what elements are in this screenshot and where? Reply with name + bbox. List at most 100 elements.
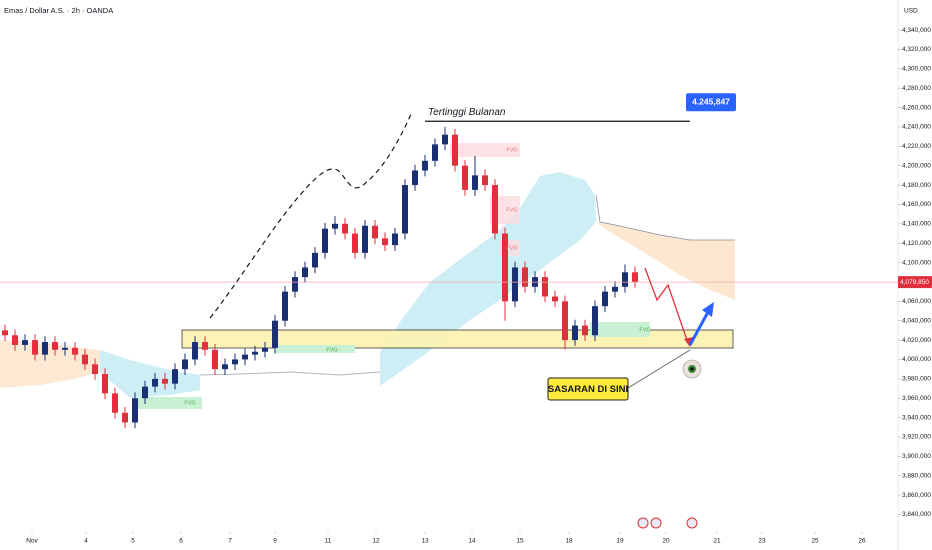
candle-body	[72, 347, 78, 355]
target-label: SASARAN DI SINI	[548, 384, 628, 395]
candle-body	[602, 291, 608, 307]
x-tick-label: 6	[179, 538, 183, 545]
candle-body	[572, 325, 578, 341]
y-tick-label: 4,240,000	[902, 124, 931, 131]
candle-body	[502, 233, 508, 302]
y-tick-label: 3,900,000	[902, 453, 931, 460]
fvg-box	[275, 345, 355, 353]
candle-body	[152, 378, 158, 387]
y-tick-label: 4,340,000	[902, 27, 931, 34]
y-tick-label: 4,260,000	[902, 104, 931, 111]
candle-body	[422, 160, 428, 171]
candle-body	[242, 354, 248, 360]
y-tick-label: 4,100,000	[902, 259, 931, 266]
fvg-label: FVG	[184, 400, 195, 406]
fvg-label: FVG	[639, 327, 650, 333]
candle-body	[272, 320, 278, 348]
candle-body	[12, 335, 18, 345]
candle-body	[412, 170, 418, 186]
chart-title: Emas / Dollar A.S. · 2h · OANDA	[4, 6, 113, 15]
candle-body	[512, 267, 518, 302]
candle-body	[542, 277, 548, 297]
fvg-label: FVG	[506, 207, 517, 213]
y-tick-label: 3,860,000	[902, 492, 931, 499]
candle-body	[302, 267, 308, 278]
candle-body	[362, 225, 368, 253]
x-tick-label: 21	[713, 538, 721, 545]
lagging-line	[199, 371, 381, 376]
blue-arrow	[688, 311, 710, 346]
y-tick-label: 3,840,000	[902, 511, 931, 518]
candle-body	[582, 325, 588, 336]
y-tick-label: 4,220,000	[902, 143, 931, 150]
fvg-box	[590, 322, 650, 337]
y-tick-label: 4,160,000	[902, 201, 931, 208]
x-tick-label: 23	[758, 538, 766, 545]
candle-body	[282, 291, 288, 321]
y-tick-label: 4,040,000	[902, 317, 931, 324]
candle-body	[132, 398, 138, 423]
candle-body	[482, 175, 488, 186]
candle-body	[2, 330, 8, 336]
candle-body	[22, 340, 28, 345]
candle-body	[162, 378, 168, 384]
candle-body	[232, 359, 238, 365]
y-tick-label: 3,980,000	[902, 376, 931, 383]
x-tick-label: 25	[811, 538, 819, 545]
last-price-badge	[898, 276, 932, 289]
candle-body	[622, 272, 628, 287]
candle-body	[292, 277, 298, 292]
candle-body	[182, 359, 188, 370]
candle-body	[92, 364, 98, 375]
last-price-label: 4,079,850	[900, 279, 929, 286]
x-tick-label: 12	[372, 538, 380, 545]
fvg-label: FVG	[506, 147, 517, 153]
eye-pupil	[690, 367, 694, 371]
fvg-box	[138, 397, 202, 409]
candle-body	[62, 347, 68, 350]
y-tick-label: 3,920,000	[902, 434, 931, 441]
candle-body	[632, 272, 638, 282]
x-tick-label: 19	[616, 538, 624, 545]
x-tick-label: 26	[858, 538, 866, 545]
candle-body	[332, 223, 338, 229]
overlay: 4,340,000 4,320,000 4,300,000 4,280,000 4,26…	[26, 0, 932, 550]
event-icon	[686, 517, 698, 529]
x-tick-label: 13	[421, 538, 429, 545]
candle-body	[252, 351, 258, 355]
y-tick-label: 3,880,000	[902, 472, 931, 479]
candle-body	[442, 134, 448, 145]
candle-body	[122, 412, 128, 423]
candle-body	[322, 228, 328, 253]
fvg-box	[450, 143, 520, 157]
candle-body	[472, 175, 478, 190]
x-tick-label: 18	[565, 538, 573, 545]
event-icon	[650, 517, 662, 529]
candle-body	[382, 238, 388, 246]
candle-body	[212, 349, 218, 370]
y-tick-label: 4,020,000	[902, 337, 931, 344]
candle-body	[432, 144, 438, 161]
fvg-label: FVG	[326, 347, 337, 353]
candle-body	[372, 225, 378, 239]
candle-body	[392, 233, 398, 246]
candle-body	[142, 386, 148, 399]
candle-body	[82, 354, 88, 365]
candle-body	[112, 393, 118, 413]
y-tick-label: 4,140,000	[902, 221, 931, 228]
candle-body	[612, 286, 618, 292]
y-tick-label: 4,060,000	[902, 298, 931, 305]
candle-body	[32, 340, 38, 355]
candle-body	[562, 301, 568, 341]
y-tick-label: 4,120,000	[902, 240, 931, 247]
candle-body	[522, 267, 528, 287]
x-tick-label: 11	[325, 538, 332, 545]
candle-body	[172, 369, 178, 384]
x-tick-label: 14	[468, 538, 476, 545]
y-tick-label: 4,320,000	[902, 46, 931, 53]
candle-body	[262, 347, 268, 352]
monthly-high-badge-label: 4.245,847	[692, 97, 730, 107]
currency-label: USD	[904, 8, 918, 15]
candle-body	[492, 185, 498, 234]
